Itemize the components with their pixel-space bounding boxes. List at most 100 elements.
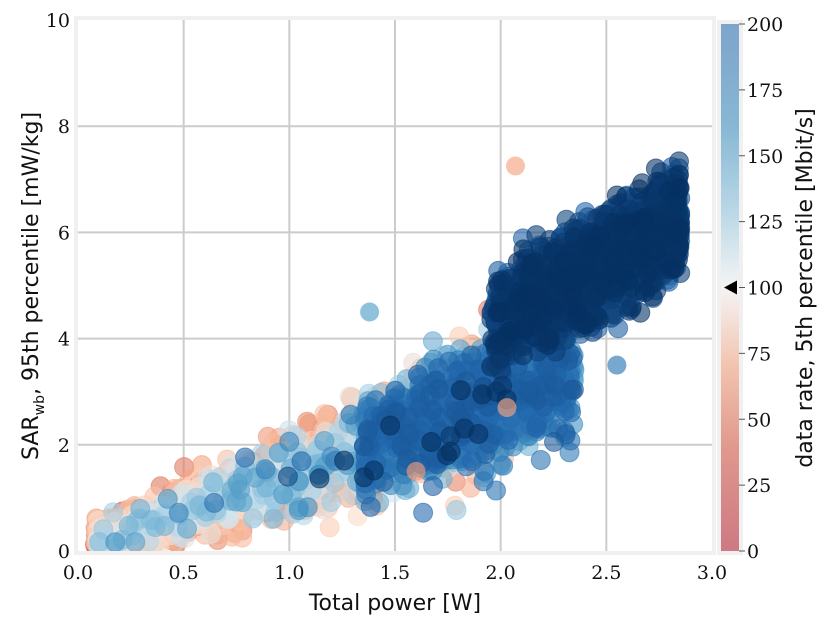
data-point <box>201 523 222 544</box>
data-point <box>422 331 443 352</box>
data-point <box>630 302 651 323</box>
data-point <box>554 250 575 271</box>
x-axis-title: Total power [W] <box>308 591 481 616</box>
data-point <box>422 400 443 421</box>
data-point <box>279 431 300 452</box>
data-point <box>277 466 298 487</box>
data-point <box>319 517 340 538</box>
data-point <box>340 404 361 425</box>
data-point <box>632 249 653 270</box>
data-point <box>243 508 263 529</box>
data-point <box>634 217 655 238</box>
data-point <box>659 181 680 202</box>
data-point <box>314 404 335 425</box>
colorbar-tick-label: 125 <box>747 212 783 234</box>
data-point <box>227 473 248 494</box>
colorbar-tick-label: 0 <box>747 541 759 563</box>
data-point <box>291 451 312 472</box>
data-point <box>563 379 584 400</box>
data-point <box>353 436 374 457</box>
colorbar-tick-label: 50 <box>747 409 771 431</box>
data-point <box>521 253 542 274</box>
data-point <box>360 302 380 322</box>
colorbar-tick-label: 75 <box>747 343 771 365</box>
data-point <box>514 318 535 339</box>
data-point <box>629 179 650 200</box>
data-point <box>235 447 256 468</box>
data-point <box>309 468 330 489</box>
x-tick-label: 0.0 <box>63 562 93 584</box>
data-point <box>273 484 294 505</box>
x-tick-label: 1.5 <box>380 562 410 584</box>
colorbar-tick-label: 25 <box>747 475 771 497</box>
data-point <box>428 378 449 399</box>
data-point <box>334 450 355 471</box>
data-point <box>532 290 553 311</box>
colorbar-tick-label: 175 <box>747 80 783 102</box>
data-point <box>461 345 482 366</box>
data-point <box>531 309 552 330</box>
data-point <box>530 450 551 470</box>
data-point <box>544 375 565 396</box>
data-point <box>437 445 457 466</box>
data-point <box>263 508 284 529</box>
data-point <box>661 259 682 280</box>
y-tick-label: 4 <box>58 329 70 351</box>
y-tick-label: 10 <box>46 10 70 32</box>
data-point <box>468 424 489 444</box>
data-point <box>497 398 517 418</box>
data-point <box>546 267 567 288</box>
x-tick-label: 1.0 <box>274 562 304 584</box>
data-point <box>584 235 605 256</box>
data-point <box>450 380 471 401</box>
data-point <box>363 460 384 481</box>
data-point <box>516 403 536 423</box>
data-point <box>154 516 175 536</box>
data-point <box>413 502 434 523</box>
data-point <box>634 282 655 302</box>
data-point <box>423 476 443 497</box>
x-tick-label: 0.5 <box>169 562 199 584</box>
data-point <box>125 532 146 551</box>
x-tick-label: 2.0 <box>486 562 516 584</box>
x-tick-label: 3.0 <box>697 562 727 584</box>
data-point <box>232 527 253 548</box>
data-point <box>204 492 225 513</box>
data-point <box>391 435 412 456</box>
y-tick-label: 0 <box>58 541 70 563</box>
data-point <box>321 492 342 512</box>
data-point <box>380 415 401 436</box>
data-point <box>472 384 493 405</box>
data-point <box>506 156 525 176</box>
data-point <box>360 496 381 517</box>
data-point <box>255 459 276 480</box>
data-point <box>105 532 126 551</box>
data-point <box>406 461 426 481</box>
data-point <box>615 213 635 234</box>
y-tick-label: 2 <box>58 435 70 457</box>
data-point <box>487 302 508 323</box>
data-point <box>565 272 586 293</box>
data-point <box>297 497 318 518</box>
data-point <box>544 431 564 452</box>
data-point <box>168 502 189 523</box>
data-point <box>103 502 124 523</box>
data-point <box>607 355 627 375</box>
data-point <box>446 500 467 520</box>
y-axis-title: SARwb, 95th percentile [mW/kg] <box>19 112 48 460</box>
data-point <box>130 498 151 519</box>
data-point <box>618 270 638 291</box>
colorbar-title: data rate, 5th percentile [Mbit/s] <box>793 108 818 468</box>
data-point <box>611 239 632 260</box>
data-point <box>576 314 597 335</box>
data-point <box>606 185 627 206</box>
colorbar-tick-label: 200 <box>747 14 783 36</box>
data-point <box>385 380 406 401</box>
y-tick-label: 6 <box>58 222 70 244</box>
colorbar-tick-label: 100 <box>747 278 783 300</box>
data-point <box>486 480 506 501</box>
data-point <box>493 455 514 476</box>
